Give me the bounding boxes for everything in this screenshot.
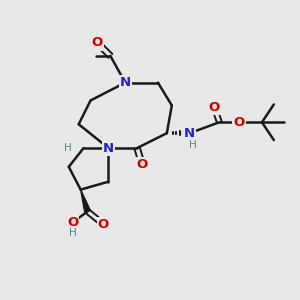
Text: O: O bbox=[67, 216, 78, 229]
Text: N: N bbox=[120, 76, 131, 89]
Text: H: H bbox=[69, 228, 76, 238]
Text: O: O bbox=[98, 218, 109, 231]
Text: O: O bbox=[136, 158, 148, 171]
Text: O: O bbox=[92, 37, 103, 50]
Text: N: N bbox=[184, 127, 195, 140]
Text: H: H bbox=[189, 140, 196, 150]
Text: O: O bbox=[209, 101, 220, 114]
Text: N: N bbox=[103, 142, 114, 154]
Polygon shape bbox=[81, 190, 90, 212]
Text: H: H bbox=[64, 143, 72, 153]
Text: O: O bbox=[233, 116, 245, 129]
